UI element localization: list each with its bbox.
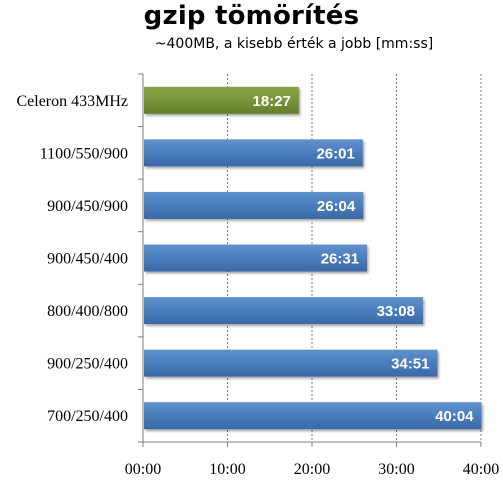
x-tick-label-0: 00:00	[125, 461, 161, 478]
data-label-5: 34:51	[391, 356, 429, 373]
axes	[138, 73, 482, 447]
bar-4	[144, 297, 423, 325]
x-tick-label-3: 30:00	[378, 461, 414, 478]
chart-subtitle: ~400MB, a kisebb érték a jobb [mm:ss]	[154, 36, 434, 52]
data-label-2: 26:04	[317, 198, 356, 215]
bar-0	[144, 86, 299, 114]
data-label-1: 26:01	[316, 145, 354, 162]
data-label-0: 18:27	[253, 93, 291, 110]
x-tick-label-2: 20:00	[294, 461, 330, 478]
labels: 00:00 10:00 20:00 30:00 40:00 Celeron 433MHz 1…	[16, 93, 499, 478]
bar-1	[144, 139, 363, 167]
category-label-2: 900/450/900	[47, 198, 128, 215]
chart-title: gzip tömörítés	[143, 1, 360, 31]
category-label-6: 700/250/400	[47, 408, 128, 425]
data-label-4: 33:08	[377, 303, 415, 320]
category-label-1: 1100/550/900	[40, 145, 128, 162]
x-tick-label-4: 40:00	[463, 461, 499, 478]
data-label-6: 40:04	[435, 408, 474, 425]
bar-5	[144, 349, 438, 377]
bars	[144, 86, 482, 430]
data-label-3: 26:31	[321, 251, 359, 268]
bar-2	[144, 191, 364, 219]
category-label-4: 800/400/800	[47, 303, 128, 320]
category-label-3: 900/450/400	[47, 251, 128, 268]
bar-3	[144, 244, 368, 272]
category-label-0: Celeron 433MHz	[16, 93, 128, 110]
x-tick-label-1: 10:00	[209, 461, 245, 478]
bar-6	[144, 402, 482, 430]
category-label-5: 900/250/400	[47, 356, 128, 373]
